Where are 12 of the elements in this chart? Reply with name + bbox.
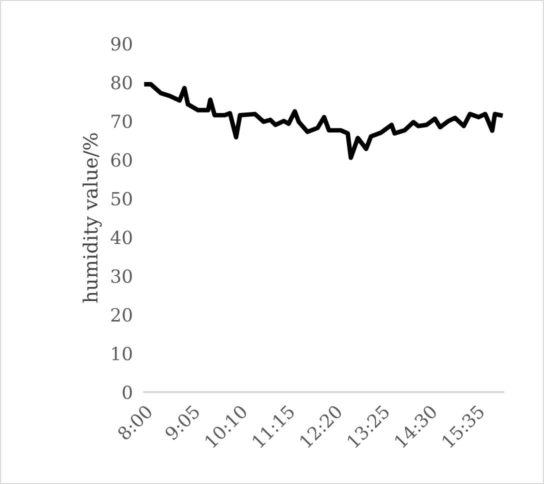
y-tick-label: 40 — [110, 230, 132, 244]
y-tick-label: 90 — [111, 37, 132, 51]
y-tick-label: 30 — [111, 269, 132, 283]
y-tick-label: 50 — [112, 192, 132, 206]
y-tick-label: 0 — [122, 386, 132, 400]
y-tick-label: 70 — [112, 114, 132, 128]
y-tick-label: 80 — [111, 76, 132, 90]
line-series — [144, 82, 503, 160]
y-axis-title: humidity value/% — [82, 133, 102, 303]
y-tick-label: 60 — [111, 153, 132, 167]
y-tick-label: 10 — [112, 346, 132, 360]
y-tick-label: 20 — [111, 308, 132, 322]
